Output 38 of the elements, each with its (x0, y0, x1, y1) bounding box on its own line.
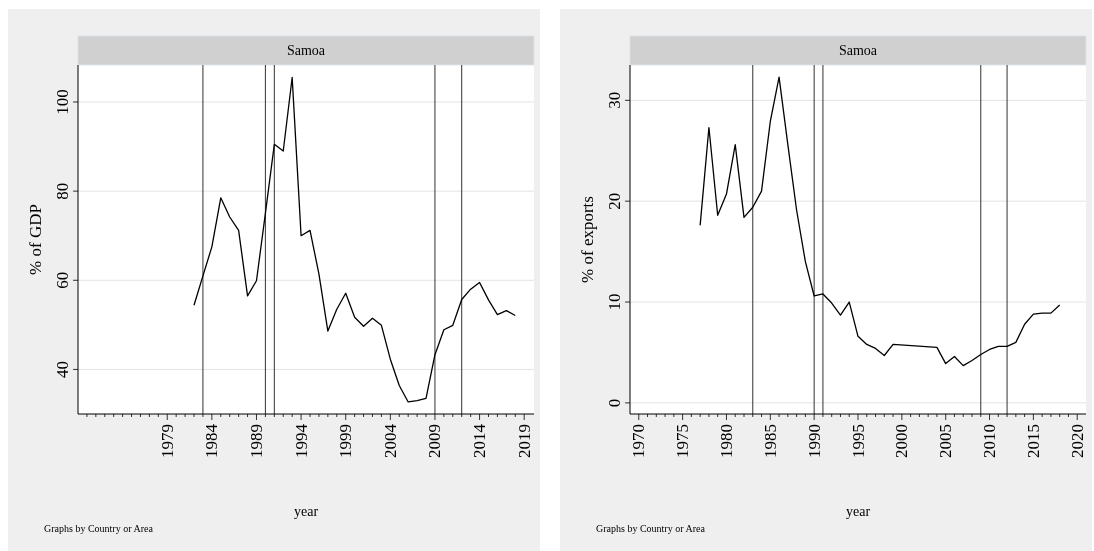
x-tick-label: 1995 (848, 424, 868, 458)
x-tick-label: 1990 (804, 424, 824, 458)
y-tick-label: 100 (52, 89, 72, 115)
x-tick-label: 2020 (1067, 424, 1087, 458)
y-tick-label: 40 (52, 360, 72, 378)
line-series (699, 76, 1061, 367)
y-tick-label: 80 (52, 182, 72, 200)
x-tick-label: 2000 (892, 424, 912, 458)
x-tick-label: 1989 (246, 424, 266, 458)
y-tick-label: 30 (604, 91, 624, 109)
x-tick-label: 1970 (629, 424, 649, 458)
x-tick-label: 2009 (425, 424, 445, 458)
x-tick-label: 1984 (202, 423, 222, 458)
x-tick-label: 2004 (380, 423, 400, 458)
text: Graphs by Country or Area (596, 523, 706, 534)
y-axis-title: % of exports (577, 196, 597, 283)
line-series (193, 76, 516, 403)
x-axis-title: year (845, 504, 871, 519)
x-tick-label: 1994 (291, 423, 311, 458)
x-tick-label: 1975 (673, 424, 693, 458)
text: Graphs by Country or Area (44, 523, 154, 534)
x-tick-label: 1999 (336, 424, 356, 458)
chart-title: Samoa (286, 43, 326, 58)
y-tick-label: 60 (52, 271, 72, 289)
x-tick-label: 2010 (980, 424, 1000, 458)
x-axis-title: year (293, 504, 319, 519)
y-axis-title: % of GDP (25, 204, 45, 275)
chart-title: Samoa (838, 43, 878, 58)
x-tick-label: 2005 (936, 424, 956, 458)
x-tick-label: 2019 (514, 424, 534, 458)
x-tick-label: 2014 (470, 423, 490, 458)
y-tick-label: 20 (604, 192, 624, 210)
x-tick-label: 1980 (716, 424, 736, 458)
x-tick-label: 1979 (157, 424, 177, 458)
x-tick-label: 1985 (760, 424, 780, 458)
x-tick-label: 2015 (1023, 424, 1043, 458)
y-tick-label: 0 (604, 398, 624, 408)
y-tick-label: 10 (604, 293, 624, 311)
